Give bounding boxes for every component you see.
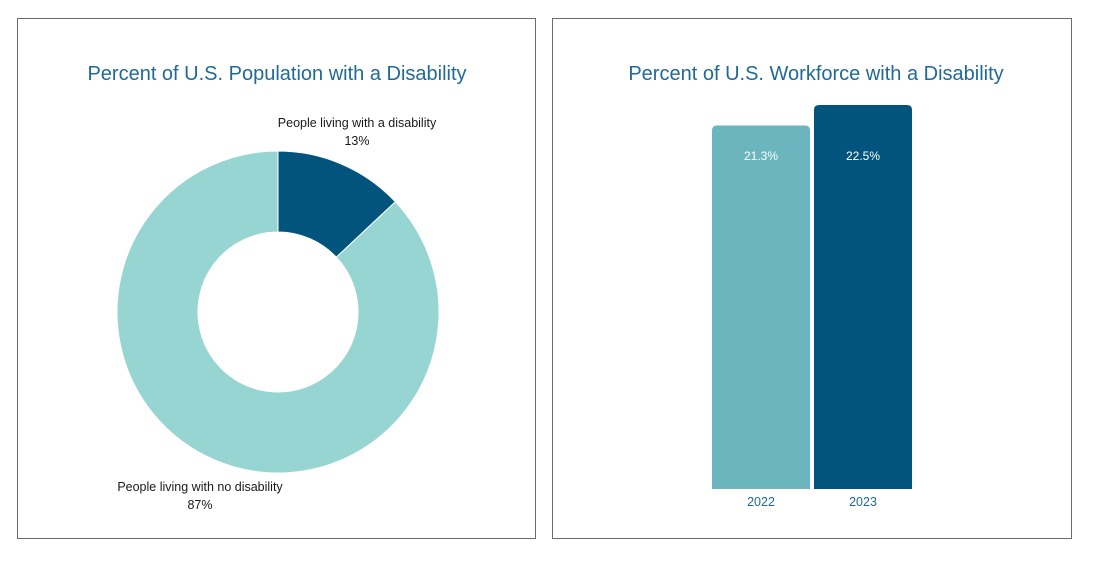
bar-value-label-2022: 21.3% bbox=[744, 149, 778, 163]
slice-label-no-disability: People living with no disability bbox=[117, 480, 283, 494]
slice-label-disability: People living with a disability bbox=[278, 116, 437, 130]
bar-value-label-2023: 22.5% bbox=[846, 149, 880, 163]
slice-value-disability: 13% bbox=[344, 134, 369, 148]
population-chart-title: Percent of U.S. Population with a Disabi… bbox=[87, 63, 466, 85]
slice-value-no-disability: 87% bbox=[187, 498, 212, 512]
workforce-bar-chart: Percent of U.S. Workforce with a Disabil… bbox=[628, 63, 1003, 509]
x-tick-label-2023: 2023 bbox=[849, 495, 877, 509]
workforce-chart-title: Percent of U.S. Workforce with a Disabil… bbox=[628, 63, 1003, 85]
population-chart-panel: Percent of U.S. Population with a Disabi… bbox=[17, 18, 536, 539]
bar-2023 bbox=[814, 105, 912, 489]
workforce-chart-panel: Percent of U.S. Workforce with a Disabil… bbox=[552, 18, 1072, 539]
bar-2022 bbox=[712, 125, 810, 489]
x-tick-label-2022: 2022 bbox=[747, 495, 775, 509]
population-donut-chart: Percent of U.S. Population with a Disabi… bbox=[87, 63, 466, 512]
donut-slice-no-disability bbox=[116, 150, 440, 474]
